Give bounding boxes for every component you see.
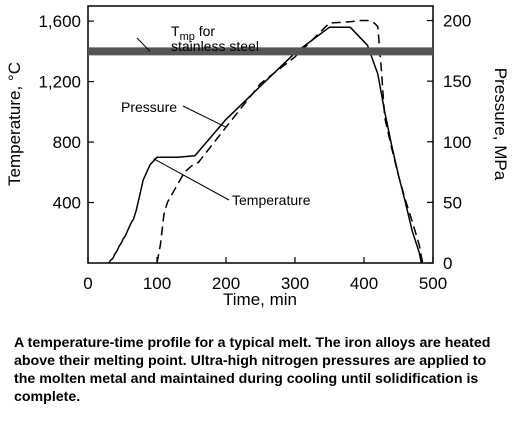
tmp-leader-line <box>136 37 151 52</box>
y-left-tick-label: 1,200 <box>38 73 81 92</box>
temperature-pressure-chart: 0 100 200 300 400 500 400 800 1,200 1,600 0 50 100 15… <box>5 5 510 309</box>
pressure-annotation: Pressure <box>121 99 177 115</box>
y-left-tick-label: 800 <box>53 133 81 152</box>
x-tick-label: 300 <box>281 274 309 293</box>
y-right-tick-label: 200 <box>443 12 471 31</box>
x-tick-label: 500 <box>419 274 447 293</box>
temperature-annotation: Temperature <box>232 192 311 208</box>
y-left-tick-label: 1,600 <box>38 12 81 31</box>
figure-caption: A temperature-time profile for a typical… <box>14 335 491 405</box>
x-axis-title: Time, min <box>223 290 297 309</box>
tmp-annotation-line1: Tmp for <box>171 23 215 43</box>
temperature-leader-line <box>153 158 230 201</box>
y-axis-right-title: Pressure, MPa <box>491 68 510 181</box>
temperature-line <box>108 26 423 264</box>
pressure-leader-line <box>182 105 227 128</box>
x-tick-label: 200 <box>212 274 240 293</box>
plot-frame <box>87 5 434 264</box>
pressure-line <box>156 19 424 264</box>
y-right-tick-label: 0 <box>443 254 452 273</box>
y-right-tick-label: 150 <box>443 72 471 91</box>
y-axis-left-title: Temperature, °C <box>5 62 24 186</box>
tmp-annotation-line2: stainless steel <box>171 38 259 54</box>
tmp-subscript: mp <box>180 31 195 43</box>
x-tick-label: 100 <box>143 274 171 293</box>
y-left-tick-label: 400 <box>53 194 81 213</box>
x-tick-label: 0 <box>83 274 92 293</box>
x-tick-label: 400 <box>350 274 378 293</box>
y-right-tick-label: 100 <box>443 133 471 152</box>
chart-marks: 0 100 200 300 400 500 400 800 1,200 1,600 0 50 100 15… <box>38 5 471 293</box>
y-right-tick-label: 50 <box>443 193 462 212</box>
